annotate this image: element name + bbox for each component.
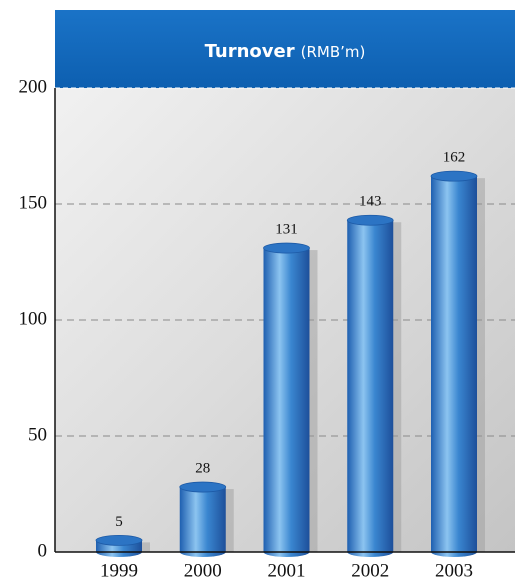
bar [431,176,477,552]
value-label: 131 [275,222,298,238]
bar [96,540,142,552]
y-tick-label: 200 [19,76,48,97]
x-tick-label: 2000 [184,560,222,581]
bar-top [346,214,394,226]
y-tick-label: 50 [28,424,47,445]
value-label: 162 [443,150,466,166]
title-group: Turnover (RMB’m) [205,41,366,62]
x-tick-label: 1999 [100,560,138,581]
chart-title: Turnover [205,41,295,62]
bar-top [430,170,478,182]
header-band [55,10,515,88]
y-tick-label: 100 [19,308,48,329]
bar [347,220,394,553]
bar-top [263,242,310,254]
y-tick-label: 0 [38,540,48,561]
x-tick-label: 2001 [268,560,306,581]
bar [179,487,226,552]
value-label: 28 [195,460,210,476]
bar [263,248,310,552]
y-tick-label: 150 [19,192,48,213]
bar-top [95,535,143,546]
x-tick-label: 2002 [351,560,389,581]
x-tick-label: 2003 [435,560,473,581]
value-label: 143 [359,194,382,210]
plot: 5 28 131 143 162 [55,87,515,557]
bar-top [179,481,227,493]
value-label: 5 [115,514,123,530]
unit: (RMB’m) [301,43,366,61]
